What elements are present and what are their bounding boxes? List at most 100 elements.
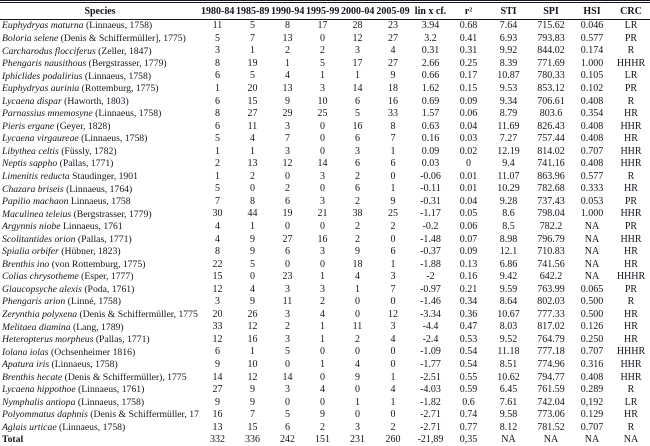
value-cell: 0 (320, 258, 325, 270)
species-cell: Limenitis reducta Staudinger, 1901 (0, 171, 200, 184)
value-cell: 6 (390, 246, 396, 258)
value-cell: -1.48 (420, 233, 441, 245)
value-cell: 0.09 (459, 95, 478, 107)
header-row: Species 1980-84 1985-89 1990-94 1995-99 … (0, 1, 650, 20)
value-cell: 0,192 (580, 396, 604, 408)
value-cell: -0.31 (420, 195, 441, 207)
value-cell: 0.47 (459, 321, 478, 333)
value-cell: 8 (215, 57, 220, 69)
value-cell: 5 (320, 57, 325, 69)
value-cell: 13 (212, 421, 223, 433)
value-cell: R (627, 384, 635, 396)
species-name: Iphiclides podalirius (2, 70, 83, 82)
value-cell: -2 (426, 271, 435, 283)
value-cell: R (627, 95, 635, 107)
value-cell: 1 (390, 183, 396, 195)
value-cell: HHHR (616, 271, 646, 283)
value-cell: 9.92 (499, 45, 518, 57)
value-cell: 0.707 (580, 145, 604, 157)
value-cell: 9.34 (499, 95, 518, 107)
value-cell: 1.62 (421, 83, 440, 94)
column-header-spi: SPI (530, 1, 572, 20)
value-cell: 0 (320, 346, 325, 358)
table-row: Euphydryas maturna (Linnaeus, 1758) 11 5 8 1… (0, 20, 650, 33)
value-cell: 12 (282, 158, 293, 170)
table-row: Limenitis reducta Staudinger, 1901 1 2 0 3 2 0… (0, 171, 650, 184)
value-cell: 4 (215, 221, 220, 233)
value-cell: 16 (247, 333, 258, 345)
value-cell: 8.79 (499, 108, 518, 120)
species-authority: (Poda, 1761) (81, 283, 135, 295)
species-authority: (Linnaeus, 1758) (92, 108, 162, 120)
value-cell: 3.94 (421, 20, 440, 32)
value-cell: 11 (247, 120, 258, 132)
value-cell: R (627, 296, 635, 308)
total-value-cell: NA (543, 434, 559, 446)
total-label: Total (2, 434, 24, 446)
value-cell: 11 (212, 20, 223, 32)
value-cell: 8.6 (502, 208, 515, 220)
value-cell: -2.71 (420, 421, 441, 433)
value-cell: 0 (285, 221, 290, 233)
column-header-1995-99: 1995-99 (305, 1, 340, 20)
species-name: Lycaena hippothoe (2, 384, 76, 396)
value-cell: 21 (317, 208, 328, 220)
species-name: Maculinea teleius (2, 208, 72, 220)
value-cell: 4 (355, 359, 360, 371)
species-authority: (Linnaeus, 1758) (75, 396, 145, 408)
value-cell: 9 (355, 246, 360, 258)
table-row: Apatura iris (Linnaeus, 1758) 9 10 0 1 4 0 -1.7… (0, 359, 650, 372)
species-cell: Libythea celtis (Füssly, 1782) (0, 145, 200, 158)
total-value-cell: NA (623, 434, 639, 446)
species-authority: (Pallas, 1771) (57, 158, 114, 170)
value-cell: 4 (320, 384, 325, 396)
table-row: Maculinea teleius (Bergstrasser, 1779) 30… (0, 208, 650, 221)
value-cell: PR (624, 283, 638, 295)
value-cell: 33 (212, 321, 223, 333)
species-cell: Maculinea teleius (Bergstrasser, 1779) (0, 208, 200, 221)
column-header-hsi: HSI (572, 1, 612, 20)
value-cell: 0.16 (459, 271, 478, 283)
value-cell: 2 (390, 421, 396, 433)
table-body: Euphydryas maturna (Linnaeus, 1758) 11 5 8 1… (0, 20, 650, 446)
value-cell: 773.06 (537, 409, 565, 421)
value-cell: HHR (620, 371, 642, 383)
value-cell: 3 (285, 384, 290, 396)
species-name: Neptis sappho (2, 158, 58, 170)
value-cell: 0.54 (459, 346, 478, 358)
species-cell: Spialia orbifer (Hübner, 1823) (0, 246, 200, 259)
species-name: Heteropterus morpheus (2, 334, 94, 346)
value-cell: 0.577 (580, 170, 604, 182)
value-cell: 3 (285, 333, 290, 345)
value-cell: 3 (320, 83, 325, 94)
value-cell: 11.07 (497, 170, 520, 182)
value-cell: 10.87 (497, 70, 520, 82)
value-cell: 12 (212, 283, 223, 295)
value-cell: 1 (355, 70, 360, 82)
value-cell: 0 (466, 158, 471, 170)
species-cell: Iolana iolas (Ochsenheimer 1816) (0, 346, 200, 359)
species-authority: (Denis & Schiffermüller), 1775 (62, 371, 187, 383)
species-cell: Lycaena virgaureae (Linnaeus, 1758) (0, 133, 200, 146)
value-cell: HHR (620, 233, 642, 245)
value-cell: 2 (320, 296, 325, 308)
value-cell: 1.000 (580, 57, 604, 69)
value-cell: 2 (250, 170, 255, 182)
value-cell: 3 (355, 421, 360, 433)
value-cell: 761.59 (537, 384, 565, 396)
value-cell: 6 (355, 95, 360, 107)
value-cell: 8 (215, 108, 220, 120)
value-cell: 0.04 (459, 120, 478, 132)
value-cell: 0.69 (421, 95, 440, 107)
value-cell: 6.93 (499, 32, 518, 44)
value-cell: 0.126 (580, 321, 604, 333)
value-cell: 8 (285, 20, 290, 32)
value-cell: 9.28 (499, 195, 518, 207)
value-cell: 0.53 (459, 333, 478, 345)
table-row: Phengaris nausithous (Bergstrasser, 1779… (0, 58, 650, 71)
value-cell: 0.354 (580, 108, 604, 120)
table-row: Melitaea diamina (Lang, 1789) 33 12 2 1 11 3 -4… (0, 321, 650, 334)
value-cell: 817.02 (537, 321, 565, 333)
value-cell: 2 (320, 45, 325, 57)
value-cell: 0.54 (459, 359, 478, 371)
